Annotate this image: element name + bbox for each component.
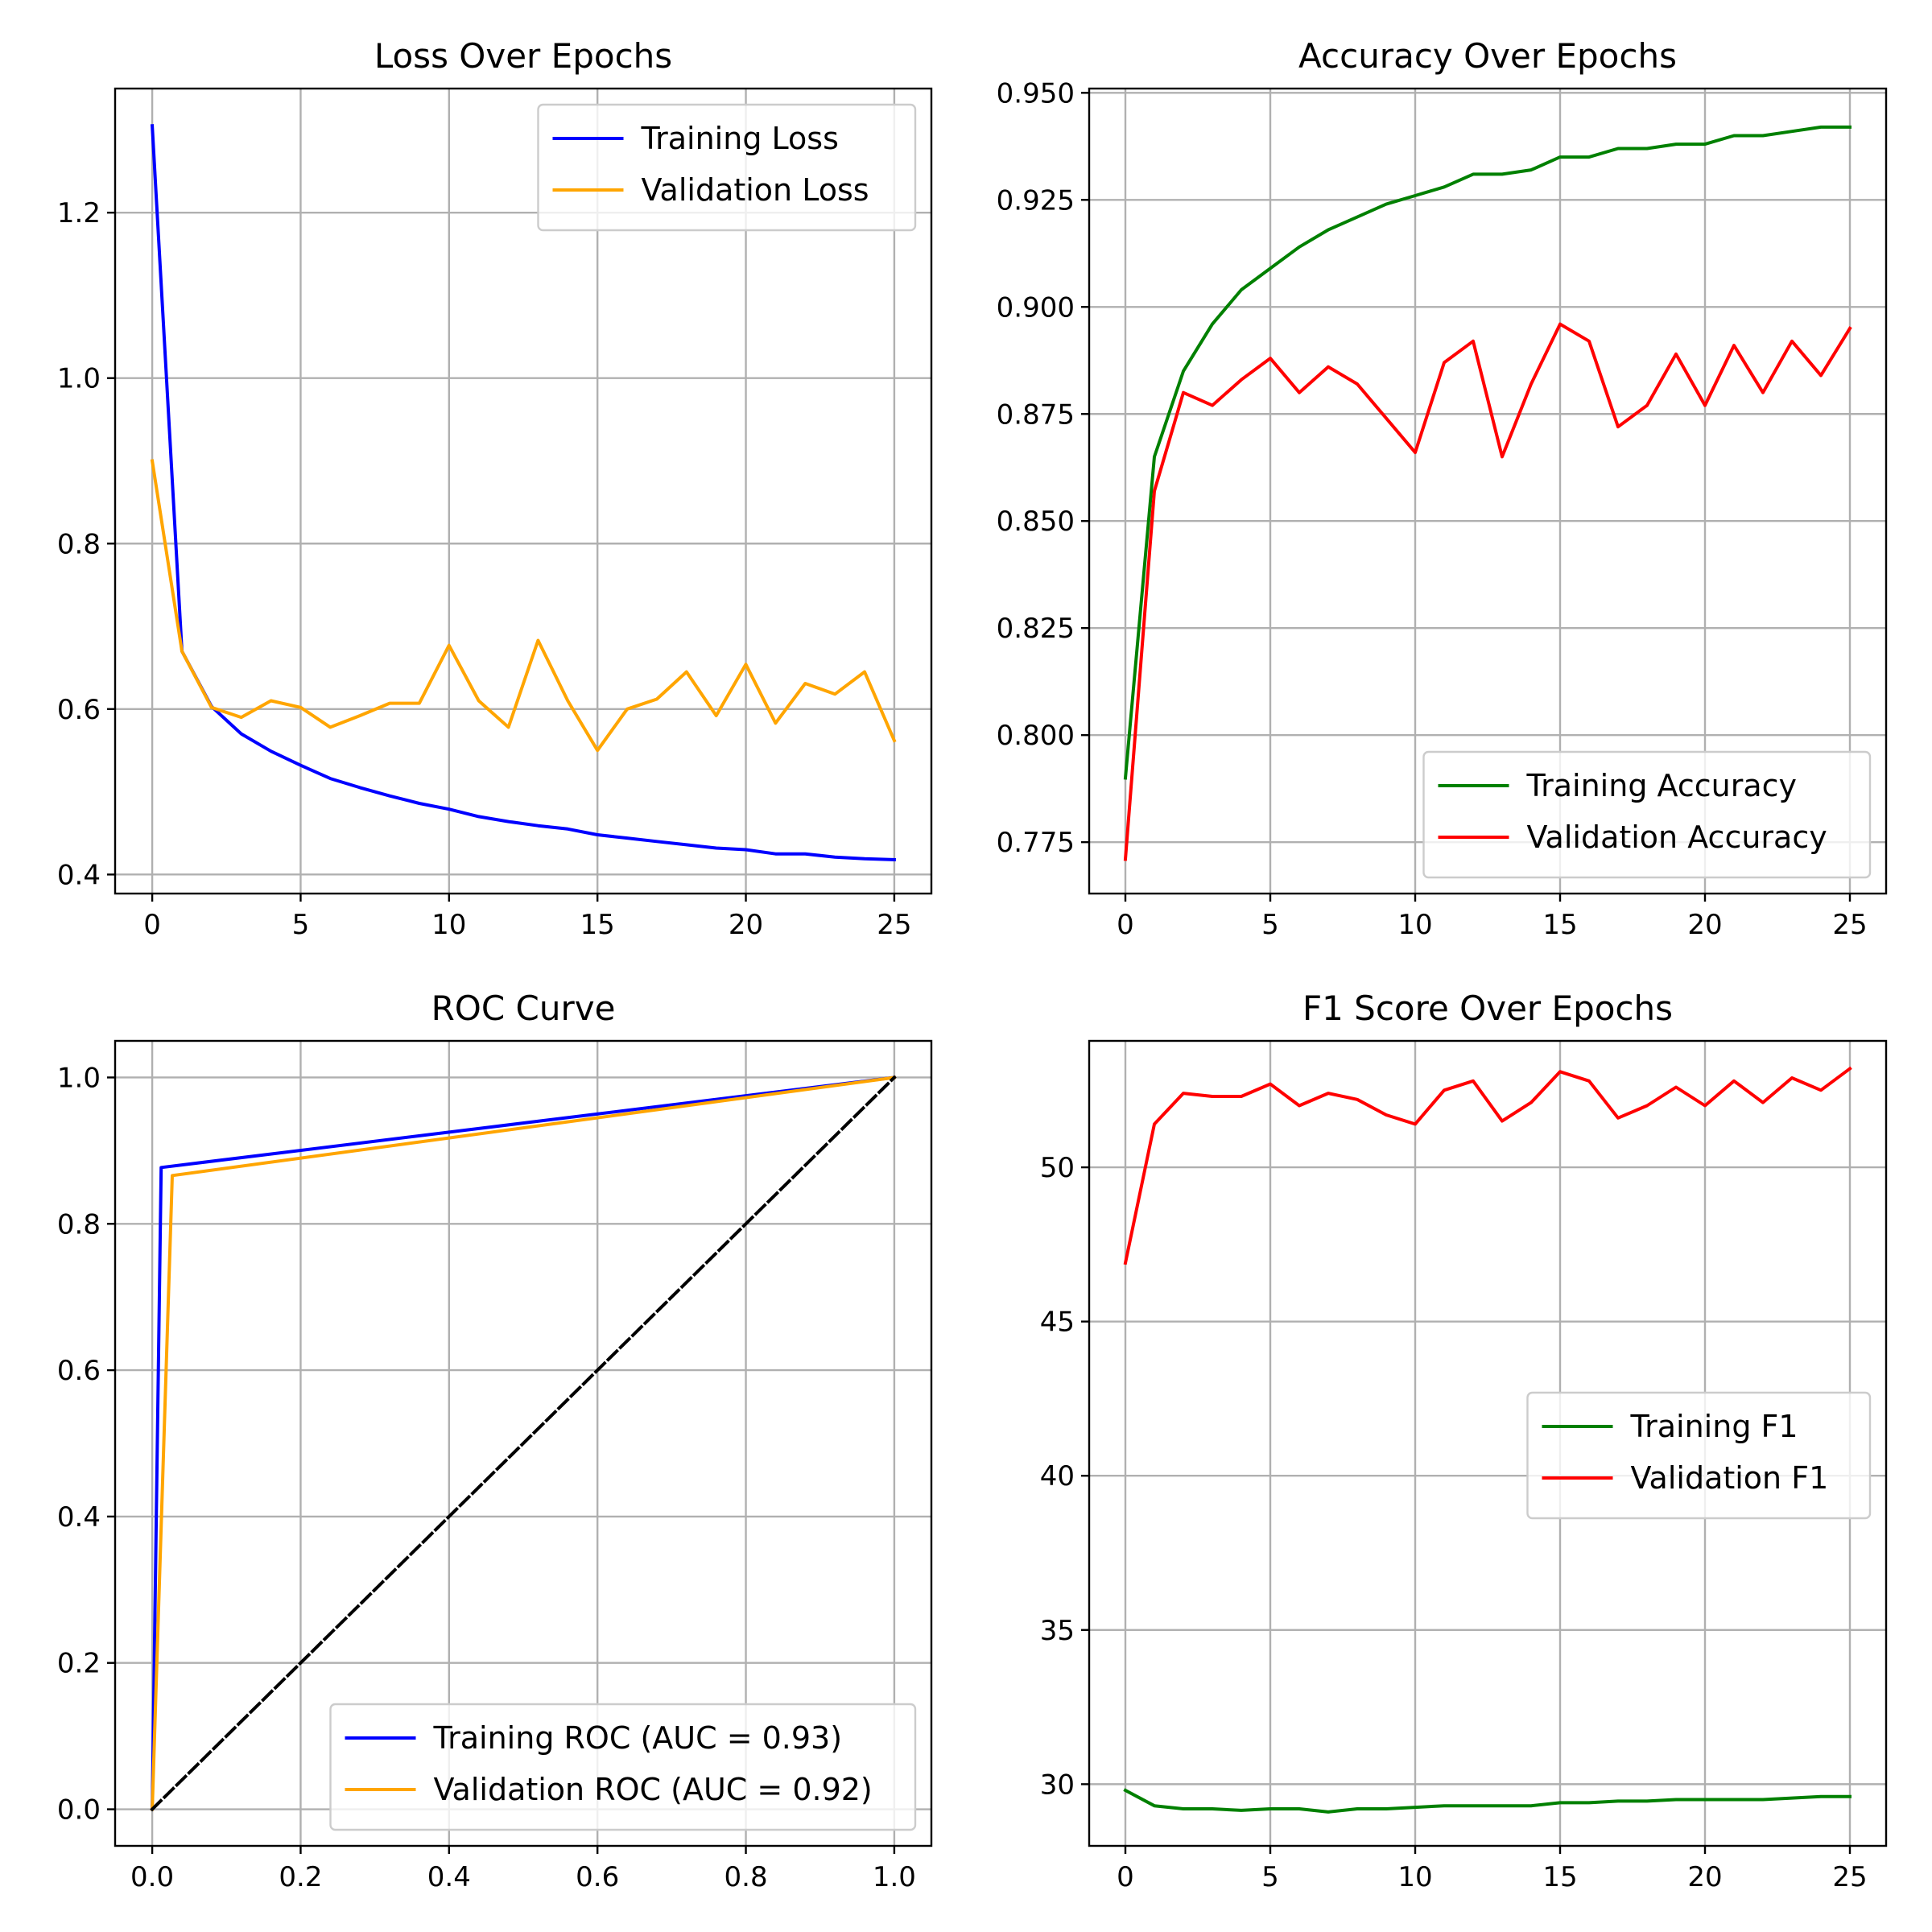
y-tick-label: 0.2 xyxy=(57,1648,101,1680)
x-tick-label: 5 xyxy=(1261,909,1279,941)
series-line-validation-loss xyxy=(150,459,897,753)
chart-title: F1 Score Over Epochs xyxy=(1302,989,1673,1028)
y-tick-label: 0.6 xyxy=(57,694,101,726)
x-tick-label: 0.6 xyxy=(576,1861,619,1893)
chart-panel-2: 0.0 0.2 0.4 0.6 0.8 1.0 0.0 0.2 0.4 0.6 0.8 1.0 ROC … xyxy=(57,989,933,1893)
x-tick-label: 1.0 xyxy=(873,1861,916,1893)
legend-label: Training Loss xyxy=(641,121,839,156)
chart-panel-0: 0 5 10 15 20 25 0.4 0.6 0.8 1.0 1.2 Loss Over Epoch… xyxy=(57,36,933,941)
x-tick-label: 0.4 xyxy=(427,1861,471,1893)
x-tick-label: 20 xyxy=(729,909,763,941)
series-line-validation-roc-auc-0-92 xyxy=(151,1075,897,1811)
y-tick-label: 50 xyxy=(1040,1152,1075,1184)
y-tick-label: 0.8 xyxy=(57,528,101,560)
axes-frame xyxy=(114,87,933,895)
chart-panel-1: 0 5 10 15 20 25 0.775 0.800 0.825 0.850 0.875 0.900… xyxy=(997,36,1888,941)
reference-diagonal-line xyxy=(150,1075,897,1812)
x-tick-label: 0 xyxy=(143,909,161,941)
chart-title: Loss Over Epochs xyxy=(374,36,672,76)
x-tick-label: 10 xyxy=(431,909,466,941)
legend-label: Validation Loss xyxy=(642,172,869,208)
x-tick-label: 20 xyxy=(1687,909,1722,941)
series-line-validation-accuracy xyxy=(1123,322,1852,861)
y-tick-label: 1.0 xyxy=(57,363,101,395)
x-tick-label: 15 xyxy=(1542,1861,1577,1893)
legend: Training ROC (AUC = 0.93) Validation ROC … xyxy=(329,1703,917,1831)
legend-label: Training Accuracy xyxy=(1526,768,1798,803)
y-tick-label: 30 xyxy=(1040,1769,1075,1801)
x-tick-label: 15 xyxy=(580,909,615,941)
legend: Training Accuracy Validation Accuracy xyxy=(1422,750,1872,879)
y-tick-label: 0.850 xyxy=(997,506,1075,538)
x-tick-label: 0.0 xyxy=(130,1861,174,1893)
series-line-training-f1 xyxy=(1123,1788,1852,1814)
axes-frame xyxy=(1088,87,1888,895)
y-tick-label: 0.4 xyxy=(57,1501,101,1534)
x-tick-label: 0.2 xyxy=(279,1861,322,1893)
y-tick-label: 40 xyxy=(1040,1460,1075,1492)
y-tick-label: 0.800 xyxy=(997,720,1075,752)
y-tick-label: 0.875 xyxy=(997,398,1075,431)
y-tick-label: 1.0 xyxy=(57,1062,101,1094)
x-tick-label: 10 xyxy=(1397,909,1432,941)
axes-frame xyxy=(114,1039,933,1847)
x-tick-label: 0 xyxy=(1117,1861,1134,1893)
x-tick-label: 25 xyxy=(877,909,911,941)
legend-box xyxy=(329,1703,917,1831)
y-tick-label: 45 xyxy=(1040,1307,1075,1339)
x-tick-label: 5 xyxy=(292,909,310,941)
y-tick-label: 0.925 xyxy=(997,184,1075,217)
legend-label: Training ROC (AUC = 0.93) xyxy=(433,1720,843,1756)
legend: Training F1 Validation F1 xyxy=(1526,1391,1872,1520)
axes-frame xyxy=(1088,1039,1888,1847)
legend-label: Training F1 xyxy=(1630,1409,1798,1444)
series-line-validation-f1 xyxy=(1123,1066,1852,1265)
chart-panel-3: 0 5 10 15 20 25 30 35 40 45 50 F1 Score Over Epochs… xyxy=(1040,989,1888,1893)
legend-label: Validation Accuracy xyxy=(1527,819,1827,855)
series-line-training-loss xyxy=(150,124,896,861)
y-tick-label: 35 xyxy=(1040,1615,1075,1647)
y-tick-label: 0.4 xyxy=(57,859,101,891)
legend-box xyxy=(537,103,917,232)
series-line-training-accuracy xyxy=(1123,125,1852,780)
x-tick-label: 5 xyxy=(1261,1861,1279,1893)
x-tick-label: 25 xyxy=(1832,1861,1867,1893)
legend-label: Validation ROC (AUC = 0.92) xyxy=(434,1772,873,1807)
legend-box xyxy=(1526,1391,1872,1520)
legend-box xyxy=(1422,750,1872,879)
series-line-training-roc-auc-0-93 xyxy=(151,1075,897,1811)
chart-title: ROC Curve xyxy=(431,989,616,1028)
x-tick-label: 25 xyxy=(1832,909,1867,941)
x-tick-label: 20 xyxy=(1687,1861,1722,1893)
y-tick-label: 0.8 xyxy=(57,1208,101,1241)
y-tick-label: 0.900 xyxy=(997,291,1075,324)
y-tick-label: 0.6 xyxy=(57,1355,101,1387)
y-tick-label: 0.775 xyxy=(997,827,1075,859)
y-tick-label: 1.2 xyxy=(57,197,101,229)
x-tick-label: 10 xyxy=(1397,1861,1432,1893)
x-tick-label: 0.8 xyxy=(724,1861,768,1893)
y-tick-label: 0.0 xyxy=(57,1794,101,1827)
legend-label: Validation F1 xyxy=(1631,1460,1829,1496)
x-tick-label: 15 xyxy=(1542,909,1577,941)
chart-title: Accuracy Over Epochs xyxy=(1298,36,1677,76)
y-tick-label: 0.950 xyxy=(997,77,1075,109)
y-tick-label: 0.825 xyxy=(997,613,1075,645)
legend: Training Loss Validation Loss xyxy=(537,103,917,232)
x-tick-label: 0 xyxy=(1117,909,1134,941)
